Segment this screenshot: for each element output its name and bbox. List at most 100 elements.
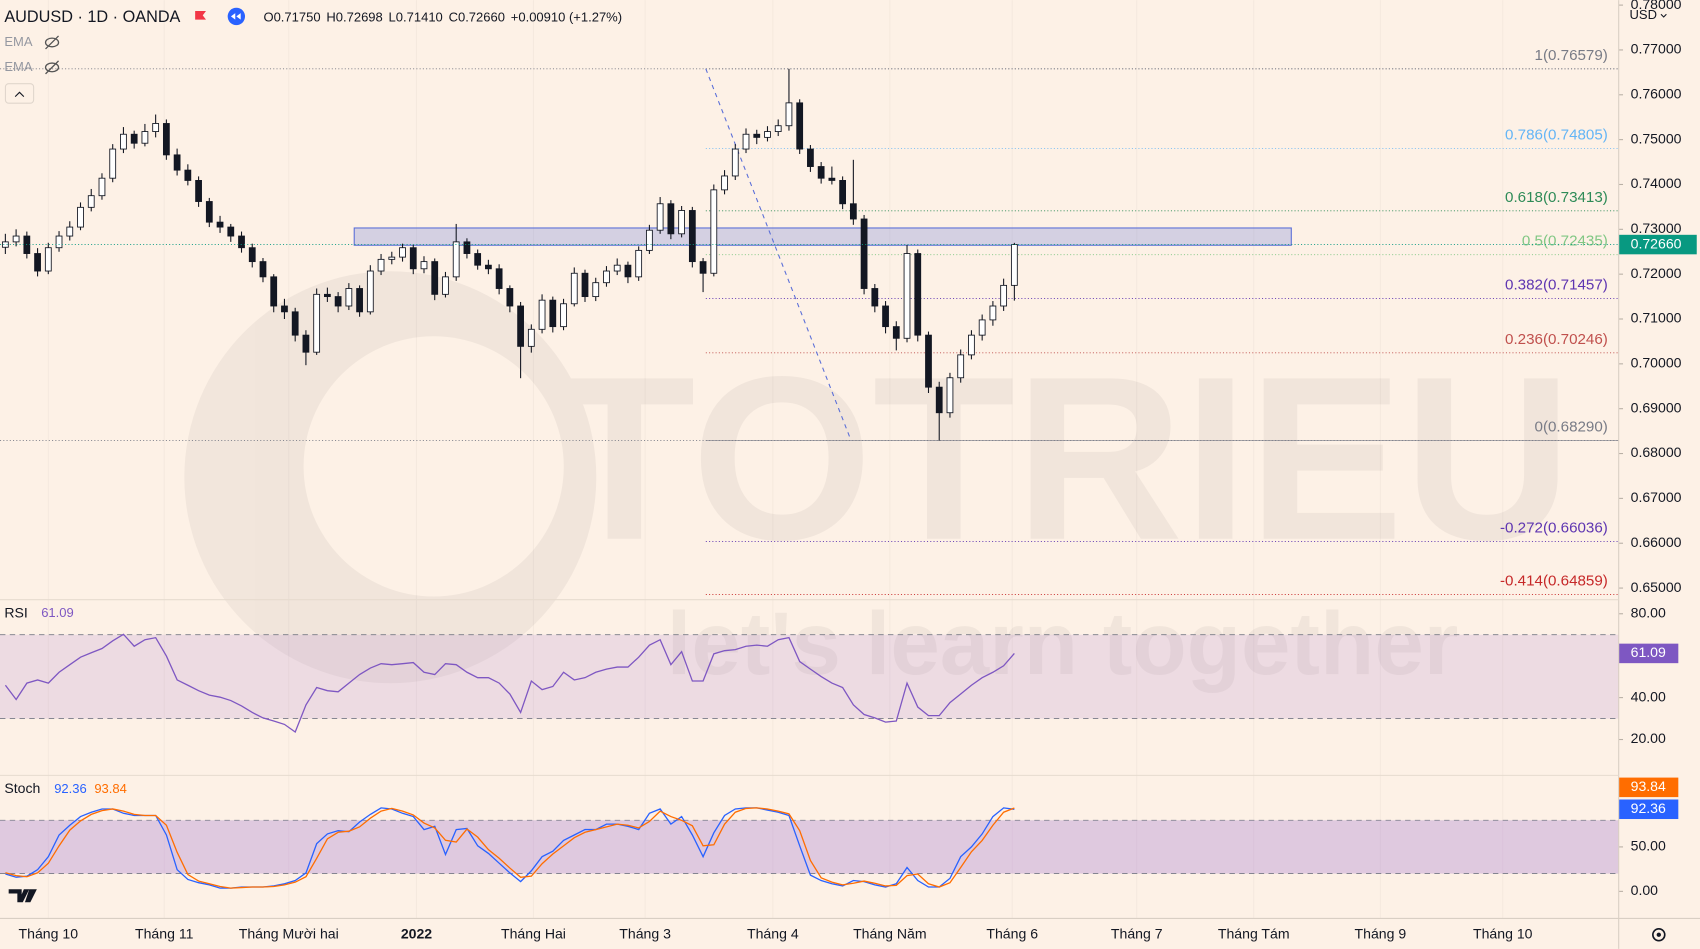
- fib-label: 0.786(0.74805): [1505, 126, 1608, 143]
- candle-body: [55, 235, 63, 249]
- y-tick-label: 0.71000: [1631, 310, 1682, 326]
- candle-body: [989, 305, 997, 321]
- candle-body: [152, 123, 160, 132]
- candle-body: [130, 133, 138, 144]
- candle-body: [731, 148, 739, 177]
- ohlc-label: C: [449, 10, 458, 25]
- y-tick-label: 0.77000: [1631, 41, 1682, 57]
- y-tick-label: 0.69000: [1631, 399, 1682, 415]
- x-tick-label: Tháng 10: [19, 925, 79, 941]
- watermark-logo: [184, 271, 597, 684]
- indicator-label[interactable]: EMA: [4, 34, 33, 49]
- settings-icon[interactable]: [1652, 927, 1666, 942]
- ohlc-label: L: [389, 10, 396, 25]
- ohlc-value: 0.72660: [458, 10, 505, 25]
- fib-label: 0.5(0.72435): [1522, 233, 1608, 250]
- y-tick-label: 0.65000: [1631, 579, 1682, 595]
- candle-body: [796, 102, 804, 150]
- settings-icon-core: [1656, 932, 1661, 937]
- x-tick-label: 2022: [401, 925, 432, 941]
- candle-body: [34, 253, 41, 272]
- candle-body: [238, 235, 245, 249]
- y-tick-label: 0.75000: [1631, 130, 1682, 146]
- candle-body: [688, 210, 696, 263]
- y-tick-label: 80.00: [1631, 604, 1666, 620]
- candle-body: [44, 247, 52, 272]
- x-tick-label: Tháng 11: [135, 925, 194, 941]
- candle-body: [388, 256, 396, 260]
- candle-body: [646, 229, 653, 251]
- hidden-icon[interactable]: [44, 35, 60, 50]
- legend-value: 93.84: [94, 781, 127, 796]
- candle-body: [377, 258, 385, 272]
- x-tick-label: Tháng Năm: [853, 925, 927, 941]
- candle-body: [570, 272, 578, 305]
- candle-body: [721, 175, 728, 191]
- x-tick-label: Tháng 3: [619, 925, 671, 941]
- ohlc: O0.71750 H0.72698 L0.71410 C0.72660 +0.0…: [263, 10, 622, 25]
- candle-body: [291, 311, 299, 336]
- candle-body: [173, 154, 181, 171]
- candle-body: [957, 354, 965, 379]
- y-tick-label: 20.00: [1631, 730, 1666, 746]
- candle-body: [828, 177, 836, 181]
- candle-body: [431, 261, 439, 295]
- candle-body: [592, 282, 600, 298]
- y-tick-label: 0.78000: [1631, 0, 1682, 12]
- x-tick-label: Tháng Hai: [501, 925, 566, 941]
- indicator-line: [5, 807, 1015, 889]
- candle-body: [839, 180, 847, 205]
- x-tick-label: Tháng 4: [747, 925, 799, 941]
- candle-body: [774, 125, 782, 132]
- candle-body: [227, 226, 235, 237]
- candle-body: [399, 247, 406, 258]
- candle-body: [656, 203, 664, 231]
- candle-body: [495, 268, 503, 289]
- candle-body: [463, 241, 471, 254]
- candle-body: [259, 261, 267, 278]
- value-badge: [1618, 777, 1679, 798]
- candle-body: [710, 189, 718, 274]
- collapse-icon: [14, 91, 25, 98]
- candle-body: [87, 195, 95, 208]
- legend-value: 61.09: [41, 605, 74, 620]
- y-tick-label: 0.70000: [1631, 355, 1682, 371]
- candle-body: [1010, 244, 1018, 286]
- candle-body: [517, 305, 524, 347]
- flag-icon[interactable]: [195, 11, 206, 20]
- candle-body: [946, 377, 954, 414]
- candle-body: [1000, 284, 1008, 307]
- candle-body: [560, 303, 567, 328]
- band: [0, 820, 1619, 874]
- y-tick-label: 40.00: [1631, 688, 1666, 704]
- watermark-title: TOTRIEU: [553, 329, 1572, 589]
- symbol: AUDUSD · 1D · OANDA: [4, 8, 180, 26]
- indicator-label[interactable]: EMA: [4, 59, 33, 74]
- candle-body: [527, 328, 535, 347]
- fib-label: 0(0.68290): [1535, 419, 1608, 436]
- value-badge-label: 92.36: [1631, 800, 1666, 816]
- candle-body: [366, 270, 374, 313]
- ohlc-value: 0.71750: [274, 10, 321, 25]
- zone: [353, 227, 1292, 246]
- candle-body: [935, 386, 943, 414]
- y-tick-label: 0.68000: [1631, 444, 1682, 460]
- candle-body: [892, 326, 900, 339]
- candle-body: [807, 148, 814, 167]
- candle-body: [882, 305, 889, 328]
- candle-body: [925, 334, 932, 388]
- currency[interactable]: USD: [1630, 7, 1657, 22]
- logo[interactable]: [8, 889, 37, 903]
- candle-body: [667, 203, 675, 235]
- candle-body: [742, 133, 750, 150]
- hidden-icon[interactable]: [44, 60, 60, 75]
- candle-body: [356, 288, 363, 313]
- collapse-button[interactable]: [4, 83, 35, 104]
- value-badge-label: 93.84: [1631, 778, 1666, 794]
- fib-label: 0.382(0.71457): [1505, 277, 1608, 294]
- candle-body: [77, 206, 84, 228]
